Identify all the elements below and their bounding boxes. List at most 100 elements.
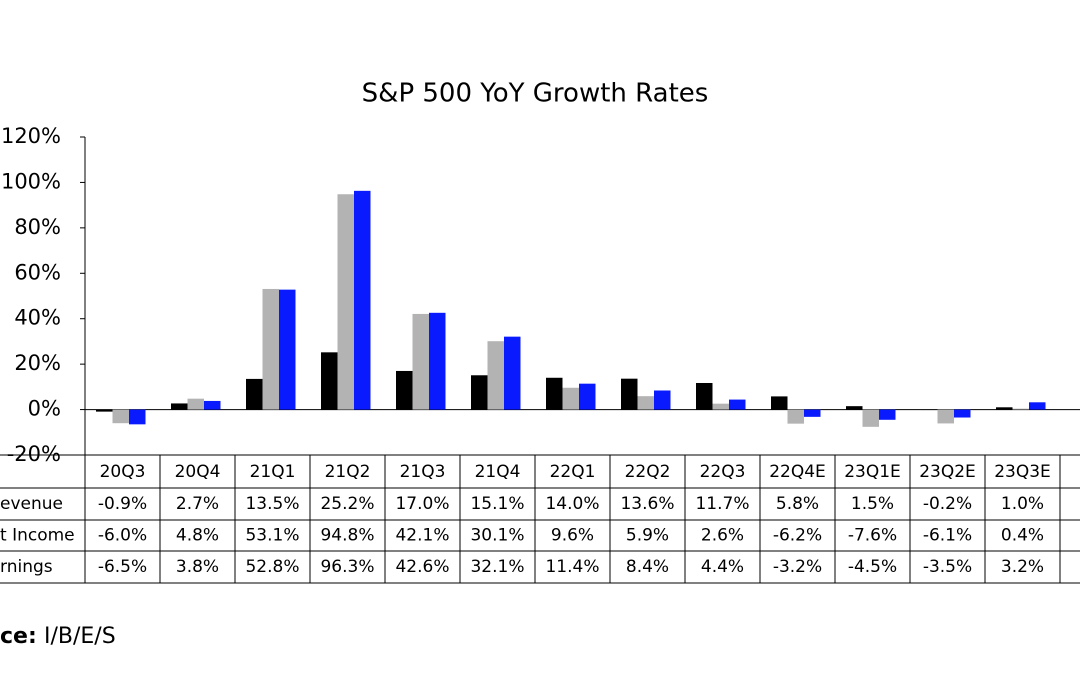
table-cell: 30.1% — [470, 526, 524, 546]
bar — [1012, 408, 1029, 410]
y-tick-label: 100% — [1, 169, 61, 193]
y-tick-label: 60% — [14, 260, 61, 284]
bar — [637, 396, 654, 410]
table-cell: 9.6% — [551, 526, 594, 546]
table-cell: 11.7% — [695, 494, 749, 514]
bar — [787, 409, 804, 424]
bar — [1029, 402, 1046, 410]
table-cell: 13.5% — [245, 494, 299, 514]
bar — [954, 409, 971, 418]
table-cell: -7.6% — [848, 526, 897, 546]
bar — [846, 406, 863, 410]
x-tick-label: 22Q1 — [550, 462, 596, 482]
source-label: ce: — [0, 624, 37, 649]
legend-label: evenue — [0, 494, 63, 514]
bar — [487, 341, 504, 410]
x-tick-label: 20Q4 — [175, 462, 221, 482]
table-cell: 0.4% — [1001, 526, 1044, 546]
table-cell: -6.0% — [98, 526, 147, 546]
table-cell: 2.7% — [176, 494, 219, 514]
table-cell: 8.4% — [626, 557, 669, 577]
bar — [204, 400, 221, 410]
table-cell: 4.4% — [701, 557, 744, 577]
bar — [937, 409, 954, 424]
table-cell: 11.4% — [545, 557, 599, 577]
table-cell: -3.2% — [773, 557, 822, 577]
table-cell: -6.2% — [773, 526, 822, 546]
table-cell: -6.1% — [923, 526, 972, 546]
bar — [654, 390, 671, 410]
bar — [187, 398, 204, 410]
source: I/B/E/S — [44, 624, 116, 649]
legend-label: rnings — [0, 557, 53, 577]
bar — [129, 409, 146, 425]
x-tick-label: 21Q2 — [325, 462, 371, 482]
bar — [712, 403, 729, 410]
y-tick-label: 20% — [14, 351, 61, 375]
x-tick-label: 22Q2 — [625, 462, 671, 482]
table-cell: 4.8% — [176, 526, 219, 546]
table-cell: 17.0% — [395, 494, 449, 514]
table-cell: 53.1% — [245, 526, 299, 546]
y-tick-label: 0% — [28, 397, 61, 421]
bar — [429, 312, 446, 410]
bar — [354, 190, 371, 410]
x-tick-label: 22Q3 — [700, 462, 746, 482]
x-tick-label: 23Q2E — [919, 462, 976, 482]
bar — [246, 378, 263, 410]
table-cell: -0.9% — [98, 494, 147, 514]
table-cell: 32.1% — [470, 557, 524, 577]
bar — [262, 288, 279, 410]
x-tick-label: 23Q3E — [994, 462, 1051, 482]
table-cell: 5.9% — [626, 526, 669, 546]
x-tick-label: 22Q4E — [769, 462, 826, 482]
bar — [771, 396, 788, 410]
bar — [412, 313, 429, 410]
bar — [171, 403, 188, 410]
bar — [621, 378, 638, 410]
y-tick-label: -20% — [7, 442, 61, 466]
y-tick-label: 80% — [14, 215, 61, 239]
table-cell: -4.5% — [848, 557, 897, 577]
y-tick-label: 40% — [14, 306, 61, 330]
table-cell: 1.5% — [851, 494, 894, 514]
x-tick-label: 21Q3 — [400, 462, 446, 482]
x-tick-label: 21Q4 — [475, 462, 521, 482]
table-cell: 94.8% — [320, 526, 374, 546]
table-cell: 3.8% — [176, 557, 219, 577]
y-tick-label: 120% — [1, 124, 61, 148]
table-cell: 42.6% — [395, 557, 449, 577]
bar — [112, 409, 129, 424]
bar — [279, 289, 296, 410]
table-cell: 3.2% — [1001, 557, 1044, 577]
table-cell: 1.0% — [1001, 494, 1044, 514]
bar — [337, 194, 354, 410]
x-tick-label: 20Q3 — [100, 462, 146, 482]
bar — [396, 370, 413, 410]
bar — [562, 387, 579, 410]
table-cell: 13.6% — [620, 494, 674, 514]
table-cell: -3.5% — [923, 557, 972, 577]
legend-label: t Income — [0, 526, 75, 546]
bar — [579, 383, 596, 410]
bar — [546, 377, 563, 410]
table-cell: -0.2% — [923, 494, 972, 514]
table-cell: 42.1% — [395, 526, 449, 546]
bar — [862, 409, 879, 427]
x-tick-label: 21Q1 — [250, 462, 296, 482]
bar — [804, 409, 821, 417]
table-cell: 5.8% — [776, 494, 819, 514]
bar — [96, 409, 113, 412]
bar — [696, 382, 713, 410]
table-cell: 96.3% — [320, 557, 374, 577]
bar — [471, 375, 488, 410]
bar — [996, 407, 1013, 410]
table-cell: 14.0% — [545, 494, 599, 514]
table-cell: 15.1% — [470, 494, 524, 514]
bar — [879, 409, 896, 420]
table-cell: 52.8% — [245, 557, 299, 577]
table-cell: 25.2% — [320, 494, 374, 514]
chart-title: S&P 500 YoY Growth Rates — [362, 79, 709, 109]
